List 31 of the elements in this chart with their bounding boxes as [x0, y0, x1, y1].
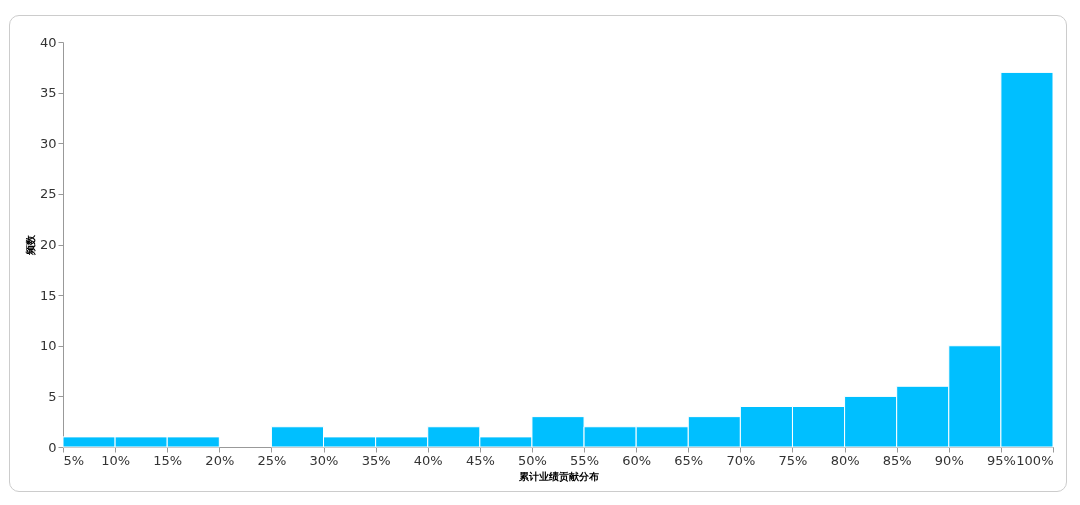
y-tick-label: 10 [39, 338, 57, 354]
x-tick-label: 60% [622, 452, 652, 468]
x-tick-label: 95% [986, 452, 1016, 468]
x-tick-label: 40% [413, 452, 443, 468]
y-tick-label: 30 [39, 135, 57, 151]
y-tick-label: 5 [48, 388, 57, 404]
x-tick-label: 45% [465, 452, 495, 468]
x-tick-label: 35% [361, 452, 391, 468]
x-tick-label: 50% [517, 452, 547, 468]
x-tick-label: 30% [309, 452, 339, 468]
x-tick-label: 5% [63, 452, 85, 468]
x-tick-label: 65% [674, 452, 704, 468]
y-tick-label: 25 [39, 186, 57, 202]
x-tick-label: 85% [882, 452, 912, 468]
x-tick-label: 100% [1016, 452, 1054, 468]
x-tick-label: 70% [726, 452, 756, 468]
x-tick-label: 55% [570, 452, 600, 468]
x-axis-title: 累计业绩贡献分布 [517, 470, 599, 483]
x-tick-label: 15% [153, 452, 183, 468]
x-tick-label: 90% [934, 452, 964, 468]
y-tick-label: 15 [39, 287, 57, 303]
x-tick-label: 75% [778, 452, 808, 468]
x-tick-label: 20% [205, 452, 235, 468]
y-tick-label: 35 [39, 85, 57, 101]
x-tick-label: 80% [830, 452, 860, 468]
x-tick-label: 10% [101, 452, 131, 468]
y-tick-label: 0 [48, 439, 57, 455]
y-axis-title: 频数 [24, 234, 36, 256]
y-tick-label: 20 [39, 237, 57, 252]
x-tick-label: 25% [257, 452, 287, 468]
y-tick-label: 40 [39, 34, 57, 50]
